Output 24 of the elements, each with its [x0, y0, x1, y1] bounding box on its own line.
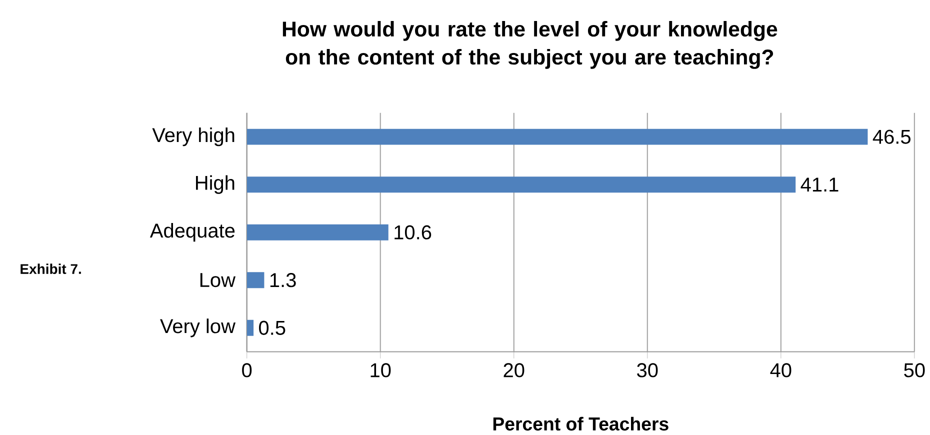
- data-label: 0.5: [259, 320, 286, 335]
- x-axis-title: Percent of Teachers: [493, 416, 668, 431]
- data-label: 10.6: [394, 225, 432, 240]
- y-tick-label: Adequate: [150, 223, 235, 242]
- x-tick-label: 0: [242, 363, 252, 378]
- x-tick-label: 10: [370, 363, 391, 378]
- bar: [246, 176, 796, 193]
- x-tick-label: 40: [770, 363, 792, 378]
- y-tick-label: Very low: [160, 318, 236, 338]
- bar: [246, 272, 264, 288]
- x-tick-label: 20: [504, 363, 524, 378]
- bar: [246, 224, 388, 240]
- text: Exhibit 7.: [20, 264, 81, 274]
- x-tick-label: 30: [637, 363, 658, 378]
- y-tick-label: High: [196, 175, 234, 194]
- bar: [246, 320, 254, 336]
- data-label: 1.3: [270, 273, 296, 288]
- bar: [246, 128, 868, 145]
- data-label: 46.5: [872, 130, 910, 144]
- x-tick-label: 50: [904, 363, 925, 378]
- data-label: 41.1: [800, 178, 838, 192]
- chart-title: How would you rate the level of your knowledge on the content of the subject you are teaching?: [282, 20, 778, 69]
- y-tick-label: Low: [200, 273, 236, 288]
- y-tick-label: Very high: [152, 128, 234, 146]
